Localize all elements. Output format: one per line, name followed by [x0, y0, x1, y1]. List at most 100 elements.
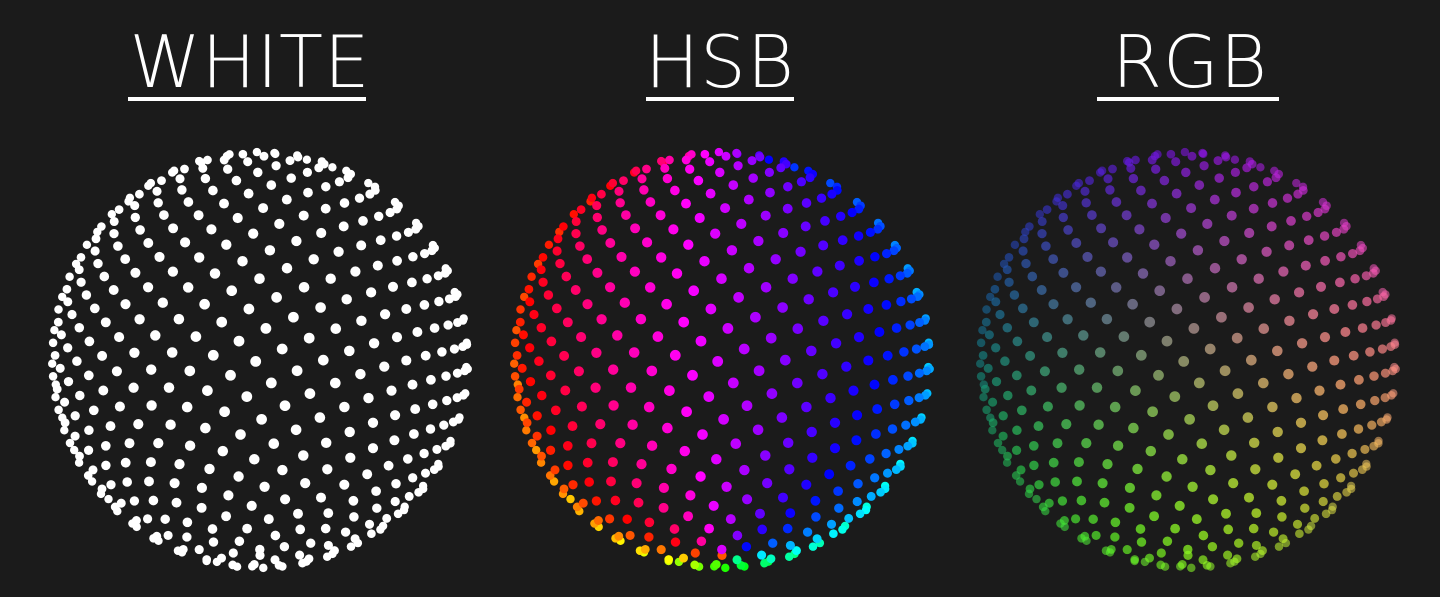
sphere-dot — [807, 452, 818, 463]
sphere-dot — [802, 527, 813, 537]
sphere-dot — [1336, 473, 1346, 483]
sphere-dot — [100, 317, 111, 328]
sphere-dot — [1286, 216, 1296, 226]
sphere-dot — [873, 224, 883, 234]
white-dot-sphere-graphic — [48, 147, 472, 573]
sphere-dot — [980, 384, 990, 394]
title-underline — [1097, 97, 1279, 101]
sphere-dot — [1276, 495, 1287, 506]
sphere-dot — [1072, 476, 1082, 487]
sphere-dot — [766, 388, 778, 399]
sphere-dot — [315, 492, 327, 503]
sphere-dot — [1292, 519, 1303, 529]
sphere-dot — [646, 440, 658, 451]
sphere-dot — [736, 218, 747, 229]
sphere-dot — [891, 465, 901, 474]
sphere-dot — [1073, 364, 1085, 375]
sphere-dot — [582, 457, 593, 468]
sphere-dot — [174, 458, 185, 470]
sphere-dot — [681, 155, 691, 165]
sphere-dot — [120, 254, 131, 264]
sphere-dot — [1059, 516, 1069, 525]
sphere-dot — [891, 323, 902, 333]
sphere-dot — [755, 152, 765, 162]
sphere-dot — [990, 284, 1000, 294]
sphere-dot — [339, 401, 350, 413]
panel-white: WHITE — [10, 0, 490, 597]
sphere-dot — [1161, 335, 1173, 347]
sphere-dot — [546, 425, 556, 436]
sphere-dot — [1010, 240, 1020, 250]
sphere-dot — [343, 173, 353, 183]
sphere-dot — [998, 411, 1008, 421]
sphere-dot — [901, 420, 911, 430]
sphere-dot — [1236, 254, 1247, 265]
sphere-dot — [1028, 440, 1039, 451]
sphere-dot — [1161, 471, 1172, 482]
sphere-dot — [1128, 422, 1139, 434]
sphere-dot — [1307, 309, 1319, 320]
sphere-dot — [1074, 178, 1084, 188]
sphere-dot — [570, 285, 581, 295]
sphere-dot — [1293, 189, 1303, 199]
sphere-dot — [679, 553, 688, 563]
sphere-dot — [559, 484, 569, 494]
sphere-dot — [610, 495, 621, 506]
sphere-dot — [592, 201, 602, 211]
sphere-dot — [660, 163, 670, 173]
sphere-dot — [622, 514, 632, 524]
sphere-dot — [1219, 365, 1231, 377]
sphere-dot — [254, 273, 265, 284]
sphere-dot — [516, 405, 525, 415]
sphere-dot — [263, 514, 274, 525]
sphere-dot — [998, 431, 1008, 441]
sphere-dot — [228, 560, 238, 570]
sphere-dot — [280, 494, 291, 505]
sphere-dot — [808, 542, 818, 551]
sphere-dot — [427, 399, 438, 410]
sphere-dot — [154, 251, 165, 262]
sphere-dot — [217, 553, 226, 563]
sphere-dot — [207, 524, 218, 534]
sphere-dot — [1295, 417, 1307, 428]
sphere-dot — [1032, 494, 1041, 504]
sphere-dot — [991, 343, 1001, 353]
sphere-dot — [1085, 297, 1097, 308]
sphere-dot — [658, 502, 669, 513]
sphere-dot — [795, 246, 806, 257]
sphere-dot — [190, 331, 202, 342]
sphere-dot — [1134, 224, 1145, 235]
sphere-dot — [295, 550, 305, 560]
sphere-dot — [130, 201, 140, 211]
sphere-dot — [678, 316, 690, 328]
sphere-dot — [1348, 350, 1359, 361]
panel-rgb: RGB — [950, 0, 1430, 597]
sphere-dot — [233, 471, 244, 482]
sphere-dot — [177, 185, 187, 195]
sphere-dot — [550, 405, 561, 416]
sphere-dot — [288, 311, 299, 323]
sphere-dot — [180, 164, 189, 174]
sphere-dot — [367, 417, 379, 428]
sphere-dot — [1110, 532, 1120, 542]
sphere-dot — [743, 262, 755, 274]
sphere-dot — [1271, 173, 1281, 183]
sphere-dot — [249, 559, 259, 569]
sphere-dot — [978, 351, 988, 360]
sphere-dot — [276, 343, 288, 355]
sphere-dot — [1360, 444, 1370, 454]
sphere-dot — [114, 401, 125, 412]
sphere-dot — [1110, 517, 1121, 528]
sphere-dot — [367, 529, 376, 539]
sphere-dot — [1339, 224, 1349, 234]
sphere-dot — [1136, 185, 1146, 196]
sphere-dot — [770, 254, 781, 265]
sphere-dot — [778, 227, 789, 239]
sphere-dot — [153, 198, 163, 208]
sphere-dot — [1258, 323, 1270, 334]
sphere-dot — [181, 401, 193, 413]
sphere-dot — [419, 448, 429, 459]
sphere-dot — [303, 187, 313, 198]
sphere-dot — [1056, 382, 1067, 393]
sphere-dot — [705, 303, 717, 315]
